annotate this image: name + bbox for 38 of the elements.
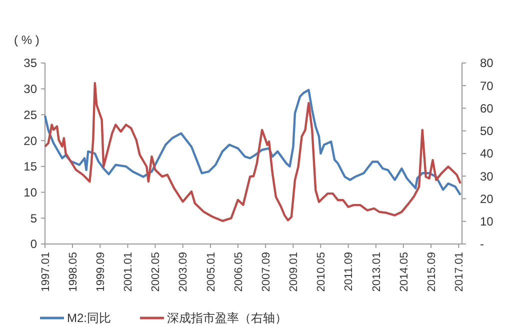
- y-tick-label: 35: [24, 56, 38, 70]
- x-tick-label: 2009.01: [288, 252, 300, 292]
- x-tick-label: 1999.09: [94, 252, 107, 292]
- y-tick-label: 15: [24, 160, 38, 174]
- y2-tick-label: 20: [480, 192, 494, 206]
- x-tick-label: 2017.01: [454, 252, 466, 292]
- x-tick-label: 2001.01: [122, 252, 135, 292]
- x-tick-label: 2005.01: [205, 252, 218, 292]
- x-tick-label: 2006.05: [232, 252, 245, 292]
- y2-tick-label: 60: [480, 101, 494, 116]
- y2-tick-label: 10: [480, 214, 494, 229]
- line-series: [44, 88, 462, 196]
- y-tick-label: 25: [24, 108, 38, 122]
- x-tick-label: 2014.05: [398, 252, 410, 292]
- y2-tick-label: 70: [480, 78, 494, 93]
- y2-tick-label: 40: [480, 146, 494, 161]
- x-tick-label: 2011.09: [343, 252, 356, 291]
- x-tick-label: 2015.09: [426, 252, 438, 292]
- x-tick-label: 2013.01: [370, 252, 383, 292]
- y2-tick-label: 80: [480, 56, 494, 70]
- x-tick-label: 1998.05: [67, 252, 80, 292]
- y-tick-label: 10: [24, 185, 38, 200]
- x-tick-label: 1997.01: [40, 252, 52, 292]
- y-tick-label: 20: [24, 134, 38, 148]
- x-tick-label: 2003.09: [178, 252, 190, 292]
- x-tick-label: 2007.09: [260, 252, 272, 292]
- y-axis-title: ( % ): [14, 33, 40, 47]
- y-tick-label: 5: [30, 211, 38, 226]
- y2-tick-label: -: [480, 237, 484, 252]
- x-tick-label: 2010.05: [316, 252, 328, 292]
- y2-tick-label: 30: [480, 169, 494, 184]
- x-tick-label: 2002.05: [150, 252, 162, 292]
- line-series: [44, 82, 462, 222]
- y-tick-label: 30: [24, 82, 38, 96]
- y-tick-label: 0: [30, 237, 38, 252]
- legend-label: M2:同比: [67, 311, 112, 326]
- legend-label: 深成指市盈率（右轴）: [167, 311, 287, 326]
- y2-tick-label: 50: [480, 124, 494, 138]
